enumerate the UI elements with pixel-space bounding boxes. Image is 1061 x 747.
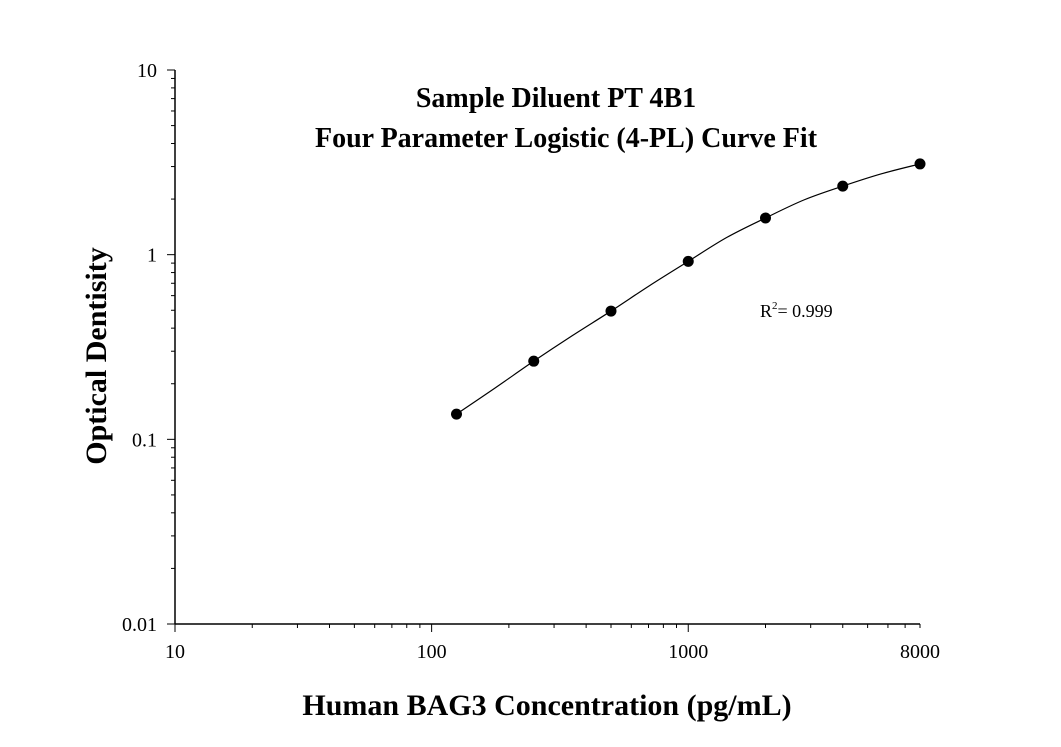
- y-axis-title: Optical Dentisity: [80, 247, 113, 465]
- fit-curve: [456, 163, 921, 415]
- y-tick-label: 0.1: [132, 429, 157, 451]
- data-point: [605, 305, 617, 317]
- r-squared-annotation: R2= 0.999: [760, 300, 833, 321]
- chart-title-line-1: Sample Diluent PT 4B1: [416, 83, 696, 114]
- x-tick-label: 10: [165, 641, 185, 663]
- r-squared-value: = 0.999: [778, 301, 833, 321]
- x-tick-label: 8000: [900, 641, 940, 663]
- fit-curve-group: [456, 163, 921, 415]
- data-point: [914, 158, 926, 170]
- r-squared-r: R: [760, 301, 772, 321]
- axes: 10 100 1000 8000 10 1 0.1 0.01: [122, 60, 940, 663]
- data-point: [682, 255, 694, 267]
- x-tick-label: 100: [417, 641, 447, 663]
- data-point: [528, 355, 540, 367]
- y-tick-label: 0.01: [122, 614, 157, 636]
- data-point: [450, 408, 462, 420]
- data-point: [759, 212, 771, 224]
- data-points: [450, 158, 926, 420]
- data-point: [837, 180, 849, 192]
- x-tick-label: 1000: [668, 641, 708, 663]
- x-axis-title: Human BAG3 Concentration (pg/mL): [302, 689, 791, 722]
- y-tick-label: 1: [147, 245, 157, 267]
- chart-title-line-2: Four Parameter Logistic (4-PL) Curve Fit: [315, 123, 818, 154]
- y-tick-label: 10: [137, 60, 157, 82]
- r-squared-superscript: 2: [772, 300, 778, 312]
